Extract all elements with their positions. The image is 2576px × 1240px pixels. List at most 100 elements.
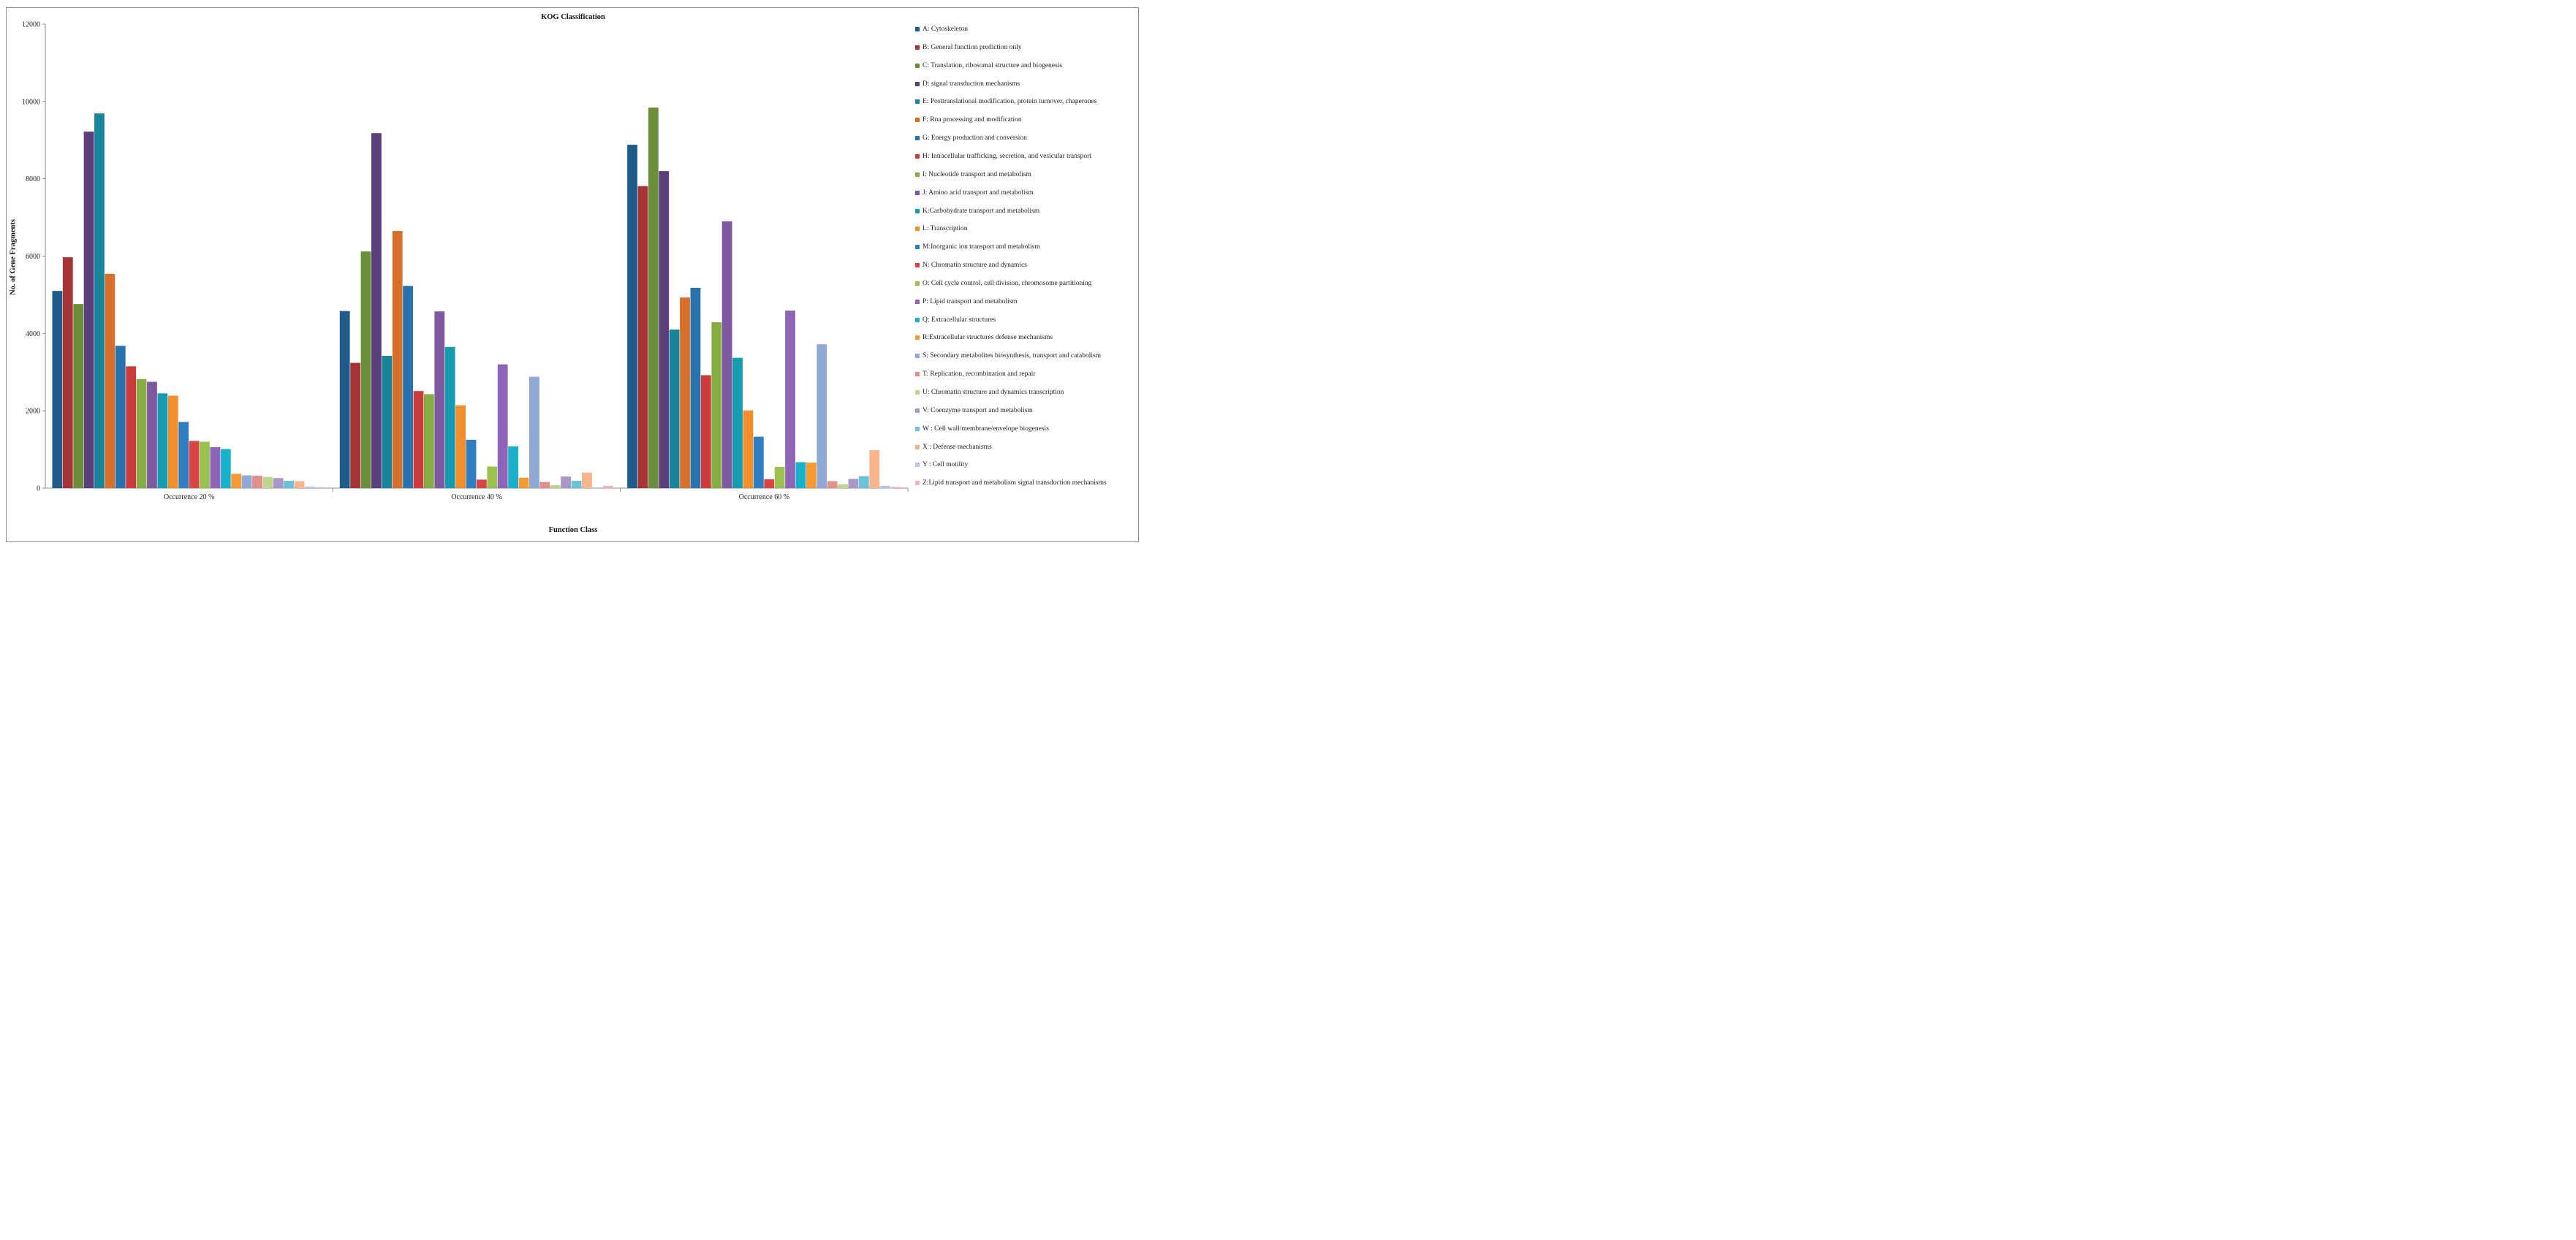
bar bbox=[455, 405, 466, 488]
legend-item: M:Inorganic ion transport and metabolism bbox=[915, 242, 1040, 252]
legend-label: A: Cytoskeleton bbox=[923, 26, 969, 33]
bar bbox=[669, 330, 680, 488]
bar bbox=[721, 221, 732, 489]
bar bbox=[147, 381, 157, 488]
bar bbox=[582, 472, 592, 488]
legend-label: E: Posttranslational modification, prote… bbox=[923, 98, 1097, 106]
bar bbox=[890, 487, 901, 488]
legend-swatch bbox=[915, 63, 920, 68]
bar bbox=[189, 441, 200, 488]
bar bbox=[52, 291, 63, 489]
bar bbox=[360, 251, 371, 488]
legend-item: H: Intracellular trafficking, secretion,… bbox=[915, 151, 1091, 161]
bar bbox=[424, 394, 434, 488]
bar bbox=[220, 449, 231, 488]
bar bbox=[571, 480, 582, 488]
bar bbox=[62, 257, 73, 488]
legend-label: Y : Cell motility bbox=[923, 461, 969, 469]
bar bbox=[795, 462, 806, 488]
bar bbox=[497, 364, 508, 488]
legend-swatch bbox=[915, 463, 920, 468]
bar bbox=[680, 297, 690, 488]
bar bbox=[774, 466, 785, 488]
legend-item: G: Energy production and conversion bbox=[915, 133, 1027, 143]
bar bbox=[413, 391, 424, 488]
legend-swatch bbox=[915, 153, 920, 159]
legend-swatch bbox=[915, 27, 920, 31]
bar bbox=[105, 273, 115, 488]
bar bbox=[648, 107, 659, 489]
bar bbox=[827, 481, 838, 488]
bar bbox=[848, 479, 859, 488]
legend-swatch bbox=[915, 245, 920, 250]
legend-item: N: Chromatin structure and dynamics bbox=[915, 260, 1027, 270]
legend-swatch bbox=[915, 281, 920, 286]
legend-label: T: Replication, recombination and repair bbox=[923, 370, 1036, 379]
bar bbox=[371, 133, 382, 488]
bar bbox=[732, 357, 743, 488]
legend-item: P: Lipid transport and metabolism bbox=[915, 297, 1018, 307]
bar bbox=[94, 113, 105, 489]
legend-swatch bbox=[915, 263, 920, 268]
x-axis-label: Function Class bbox=[548, 526, 598, 534]
legend-swatch bbox=[915, 444, 920, 449]
x-tick-label: Occurrence 20 % bbox=[164, 493, 214, 501]
legend-swatch bbox=[915, 354, 920, 359]
legend-label: B: General function prediction only bbox=[923, 43, 1022, 51]
legend-label: C: Translation, ribosomal structure and … bbox=[923, 61, 1063, 69]
legend-label: U: Chromatin structure and dynamics tran… bbox=[923, 389, 1064, 396]
legend-swatch bbox=[915, 481, 920, 486]
bar bbox=[392, 231, 403, 488]
bar bbox=[477, 479, 487, 488]
legend-label: F: Rna processing and modification bbox=[923, 116, 1022, 124]
legend-item: O: Cell cycle control, cell division, ch… bbox=[915, 278, 1091, 289]
bar bbox=[403, 286, 413, 488]
legend-item: B: General function prediction only bbox=[915, 42, 1022, 53]
bar bbox=[200, 441, 210, 488]
y-tick-label: 0 bbox=[37, 485, 40, 493]
bar bbox=[550, 484, 561, 488]
legend-label: S: Secondary metabolites biosynthesis, t… bbox=[923, 352, 1102, 360]
bar bbox=[743, 410, 754, 488]
bar bbox=[73, 304, 84, 488]
bar bbox=[869, 450, 880, 488]
legend-label: P: Lipid transport and metabolism bbox=[923, 297, 1018, 305]
legend-swatch bbox=[915, 372, 920, 377]
y-tick-label: 10000 bbox=[22, 98, 40, 106]
bar bbox=[231, 473, 242, 488]
legend-item: W : Cell wall/membrane/envelope biogenes… bbox=[915, 424, 1049, 434]
bar bbox=[350, 362, 360, 488]
bar bbox=[382, 356, 393, 488]
bar bbox=[858, 476, 869, 488]
bar bbox=[126, 366, 137, 488]
legend-label: W : Cell wall/membrane/envelope biogenes… bbox=[923, 425, 1049, 433]
legend-label: V: Coenzyme transport and metabolism bbox=[923, 406, 1033, 414]
legend-label: Z:Lipid transport and metabolism signal … bbox=[923, 479, 1107, 487]
bar bbox=[262, 476, 273, 488]
legend-swatch bbox=[915, 227, 920, 232]
y-tick-label: 6000 bbox=[26, 253, 40, 261]
legend-label: D: signal transduction mechanisms bbox=[923, 80, 1020, 88]
bar bbox=[659, 171, 670, 488]
bar bbox=[434, 311, 445, 488]
bar bbox=[83, 132, 94, 489]
bar bbox=[210, 446, 221, 488]
legend-swatch bbox=[915, 45, 920, 50]
bar bbox=[637, 186, 648, 488]
bar bbox=[241, 475, 252, 488]
bar bbox=[806, 463, 817, 488]
legend-label: J: Amino acid transport and metabolism bbox=[923, 189, 1034, 197]
legend-item: I: Nucleotide transport and metabolism bbox=[915, 170, 1031, 180]
y-tick-label: 2000 bbox=[26, 408, 40, 416]
legend-swatch bbox=[915, 208, 920, 213]
x-tick-label: Occurrence 60 % bbox=[739, 493, 789, 501]
legend-label: Q: Extracellular structures bbox=[923, 316, 996, 324]
legend-item: A: Cytoskeleton bbox=[915, 24, 968, 34]
bar bbox=[284, 480, 295, 488]
x-tick-label: Occurrence 40 % bbox=[451, 493, 501, 501]
bar bbox=[157, 393, 168, 488]
legend-swatch bbox=[915, 408, 920, 413]
chart-plot: 0 2000 4000 6000 8000 10000 12000 Occurrence 20… bbox=[22, 21, 909, 501]
bar bbox=[167, 395, 178, 488]
bar bbox=[252, 476, 262, 488]
